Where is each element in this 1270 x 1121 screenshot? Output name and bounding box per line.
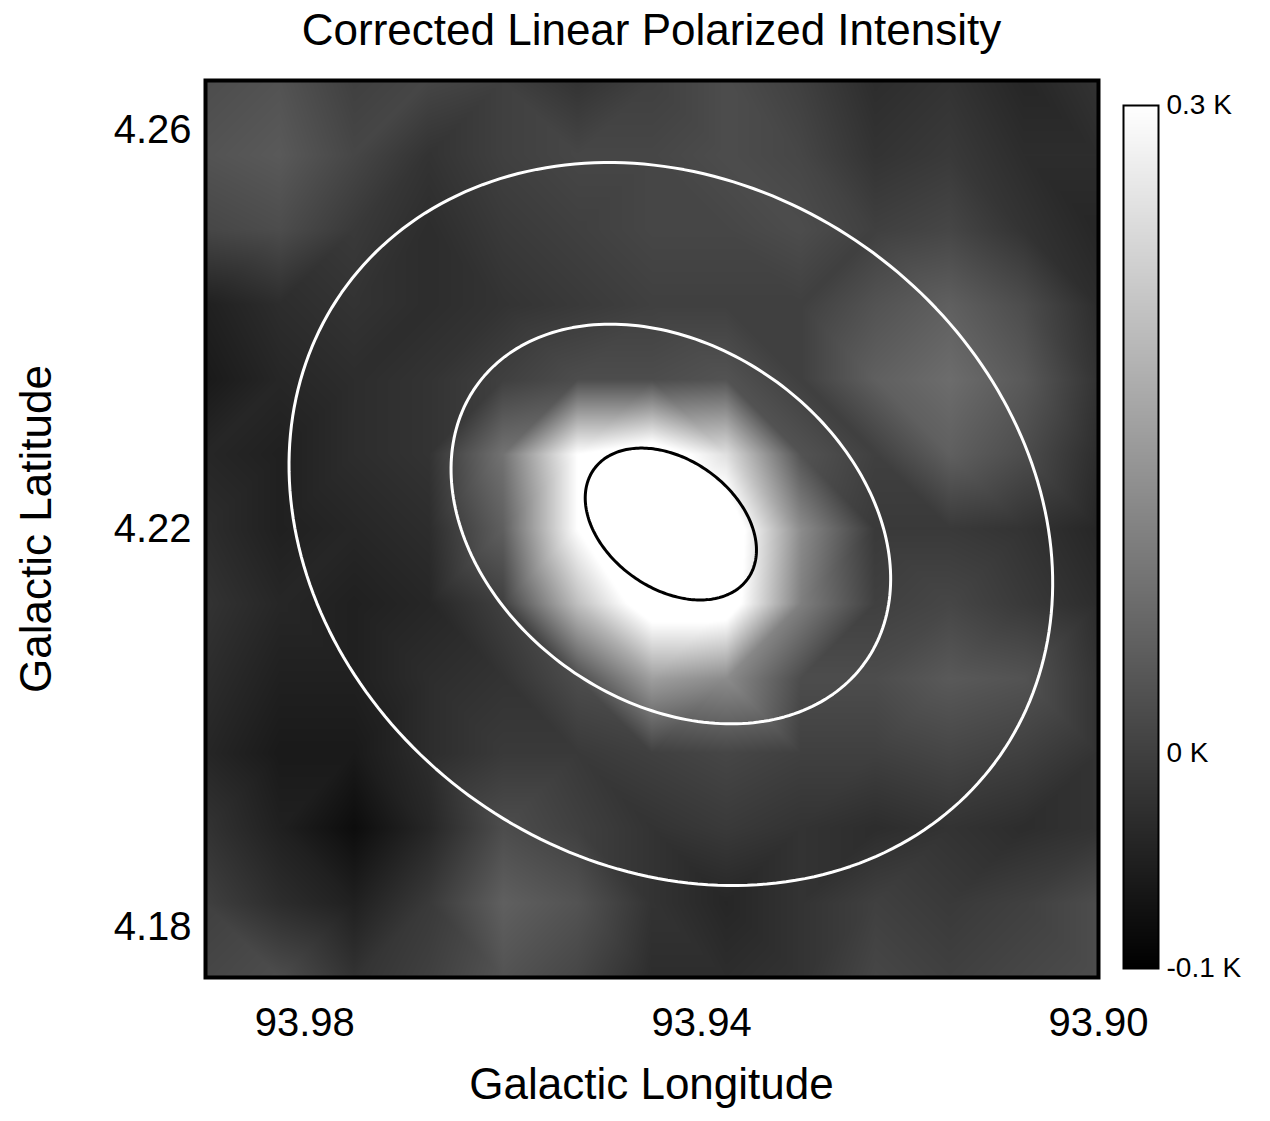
svg-text:4.18: 4.18 xyxy=(114,904,192,948)
svg-text:93.90: 93.90 xyxy=(1048,1000,1148,1044)
svg-text:4.26: 4.26 xyxy=(114,107,192,151)
svg-text:0.3 K: 0.3 K xyxy=(1167,89,1233,120)
svg-text:-0.1 K: -0.1 K xyxy=(1167,952,1242,983)
svg-text:4.22: 4.22 xyxy=(114,506,192,550)
html-text:Galactic Longitude: Galactic Longitude xyxy=(469,1059,834,1108)
html-text:Corrected Linear Polarized Int: Corrected Linear Polarized Intensity xyxy=(301,5,1002,54)
svg-text:0 K: 0 K xyxy=(1167,737,1209,768)
svg-text:93.98: 93.98 xyxy=(255,1000,355,1044)
html-text:Galactic Latitude: Galactic Latitude xyxy=(11,364,60,693)
svg-text:93.94: 93.94 xyxy=(652,1000,752,1044)
